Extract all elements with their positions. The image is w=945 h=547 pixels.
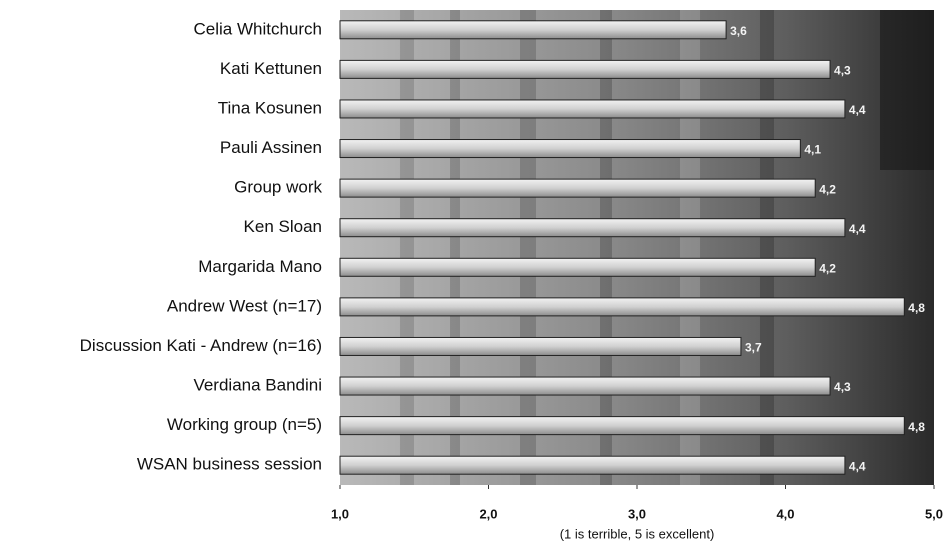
bar: [340, 377, 830, 395]
y-tick-label: Group work: [234, 178, 322, 197]
bar: [340, 258, 815, 276]
bar: [340, 219, 845, 237]
y-tick-label: Margarida Mano: [198, 257, 322, 276]
value-label: 4,8: [908, 420, 925, 434]
value-label: 4,1: [804, 143, 821, 157]
x-tick-label: 5,0: [925, 506, 943, 521]
plot-background: [340, 10, 934, 485]
y-tick-label: Celia Whitchurch: [194, 19, 323, 38]
bar: [340, 417, 904, 435]
y-tick-label: Ken Sloan: [244, 217, 322, 236]
x-tick-label: 2,0: [479, 506, 497, 521]
x-tick-label: 3,0: [628, 506, 646, 521]
y-tick-label: Kati Kettunen: [220, 59, 322, 78]
bar: [340, 21, 726, 39]
value-label: 4,4: [849, 459, 866, 473]
value-label: 4,2: [819, 182, 836, 196]
bar: [340, 179, 815, 197]
bar: [340, 337, 741, 355]
y-tick-label: Pauli Assinen: [220, 138, 322, 157]
value-label: 4,4: [849, 103, 866, 117]
chart: (1 is terrible, 5 is excellent) 1,0 2,0 3,…: [0, 0, 945, 547]
bar: [340, 60, 830, 78]
y-tick-label: Discussion Kati - Andrew (n=16): [80, 336, 322, 355]
value-label: 4,8: [908, 301, 925, 315]
value-label: 3,6: [730, 24, 747, 38]
bar: [340, 456, 845, 474]
value-label: 4,2: [819, 261, 836, 275]
x-tick-label: 1,0: [331, 506, 349, 521]
value-label: 4,3: [834, 64, 851, 78]
x-axis-label: (1 is terrible, 5 is excellent): [560, 526, 715, 541]
bar: [340, 140, 800, 158]
y-tick-label: Tina Kosunen: [218, 98, 322, 117]
y-tick-label: WSAN business session: [137, 455, 322, 474]
value-label: 4,3: [834, 380, 851, 394]
bar: [340, 298, 904, 316]
value-label: 3,7: [745, 341, 762, 355]
y-tick-label: Verdiana Bandini: [193, 376, 322, 395]
bar: [340, 100, 845, 118]
x-tick-label: 4,0: [776, 506, 794, 521]
y-tick-label: Andrew West (n=17): [167, 296, 322, 315]
value-label: 4,4: [849, 222, 866, 236]
y-tick-label: Working group (n=5): [167, 415, 322, 434]
